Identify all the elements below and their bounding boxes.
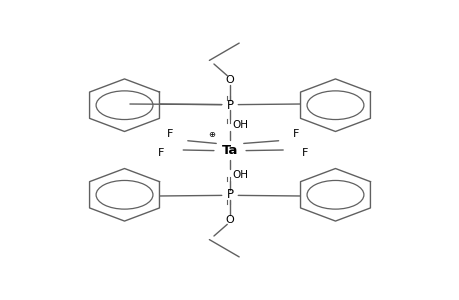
Text: F: F	[292, 129, 298, 139]
Text: F: F	[158, 148, 164, 158]
Text: OH: OH	[232, 170, 247, 180]
Text: OH: OH	[232, 120, 247, 130]
Text: O: O	[225, 215, 234, 225]
Text: P: P	[226, 188, 233, 201]
Text: F: F	[167, 129, 173, 139]
Text: F: F	[302, 148, 308, 158]
Text: P: P	[226, 99, 233, 112]
Text: Ta: Ta	[221, 143, 238, 157]
Text: O: O	[225, 75, 234, 85]
Text: ⊕: ⊕	[208, 130, 215, 139]
